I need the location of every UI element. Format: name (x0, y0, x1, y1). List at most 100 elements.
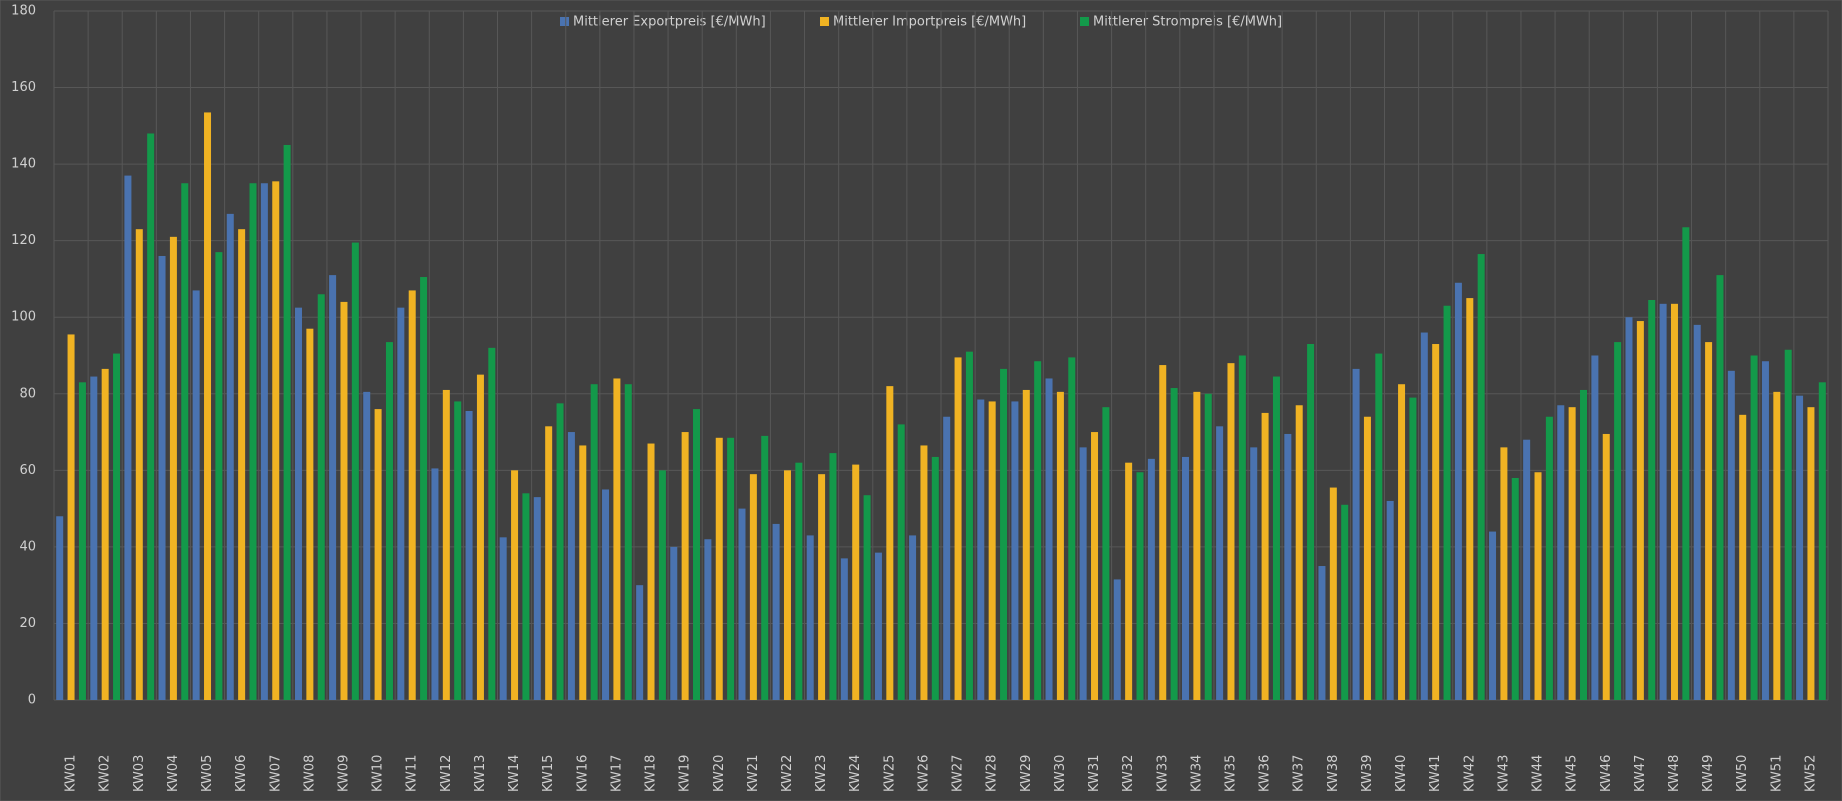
bar (1614, 342, 1622, 700)
bar (147, 133, 155, 700)
bar (1079, 447, 1087, 700)
bar (1159, 365, 1167, 700)
y-tick-label: 20 (19, 616, 36, 631)
bar (1500, 447, 1508, 700)
bar (192, 290, 200, 700)
bar (101, 368, 109, 700)
bar (715, 437, 723, 700)
bar (1170, 388, 1178, 700)
bar (113, 353, 121, 700)
bar (1022, 389, 1030, 700)
x-tick-label: KW51 (1769, 755, 1784, 792)
bar (476, 374, 484, 700)
x-tick-label: KW21 (746, 755, 761, 792)
bar (1318, 566, 1326, 700)
x-tick-label: KW10 (371, 755, 386, 792)
bar (294, 307, 302, 700)
y-tick-label: 120 (11, 233, 36, 248)
bar (590, 384, 598, 700)
bar (204, 112, 212, 701)
bar (306, 328, 314, 700)
bar (1113, 579, 1121, 700)
x-tick-label: KW26 (916, 755, 931, 792)
bar (1136, 472, 1144, 700)
bar (1216, 426, 1224, 700)
x-tick-label: KW45 (1565, 755, 1580, 792)
bar (1545, 416, 1553, 700)
bar (67, 334, 75, 700)
x-tick-label: KW33 (1155, 755, 1170, 792)
x-tick-label: KW11 (405, 755, 420, 792)
bar (943, 416, 951, 700)
bar (727, 437, 735, 700)
bar (749, 474, 757, 700)
bar (1602, 433, 1610, 700)
bar (238, 229, 246, 700)
bar (522, 493, 530, 700)
bar (1250, 447, 1258, 700)
bar (181, 183, 189, 700)
x-tick-label: KW02 (98, 755, 113, 792)
y-tick-label: 0 (28, 693, 36, 708)
bar (1204, 393, 1212, 700)
bar (658, 470, 666, 700)
x-tick-label: KW13 (473, 755, 488, 792)
x-tick-label: KW05 (200, 755, 215, 792)
bar (920, 445, 928, 700)
bar (670, 546, 678, 700)
legend-label: Mittlerer Importpreis [€/MWh] (833, 15, 1026, 30)
bar (465, 411, 473, 700)
bar (329, 275, 337, 700)
x-tick-label: KW44 (1531, 755, 1546, 792)
x-tick-label: KW25 (882, 755, 897, 792)
bar (1227, 363, 1235, 700)
bar (761, 435, 769, 700)
y-tick-label: 180 (11, 4, 36, 19)
bar (602, 489, 610, 700)
x-tick-label: KW01 (64, 755, 79, 792)
bar (135, 229, 143, 700)
x-tick-label: KW31 (1087, 755, 1102, 792)
bar (408, 290, 416, 700)
bar (1807, 407, 1815, 700)
x-tick-label: KW34 (1189, 755, 1204, 792)
legend-label: Mittlerer Strompreis [€/MWh] (1093, 15, 1282, 30)
bar (249, 183, 257, 700)
bar (567, 432, 575, 700)
bar (636, 585, 644, 700)
bar (1705, 342, 1713, 700)
bar (818, 474, 826, 700)
bar (1363, 416, 1371, 700)
bar (579, 445, 587, 700)
x-tick-label: KW15 (541, 755, 556, 792)
bar (1341, 504, 1349, 700)
bar (1636, 321, 1644, 700)
x-tick-label: KW07 (268, 755, 283, 792)
bar (1125, 462, 1133, 700)
bar (977, 399, 985, 700)
bar (1432, 344, 1440, 700)
bar (1659, 303, 1667, 700)
bar (965, 351, 973, 700)
y-tick-label: 160 (11, 80, 36, 95)
bar (499, 537, 507, 700)
x-tick-label: KW08 (302, 755, 317, 792)
bar (1307, 344, 1315, 700)
bar (431, 468, 439, 700)
bar (1147, 458, 1155, 700)
x-tick-label: KW03 (132, 755, 147, 792)
bar (454, 401, 462, 700)
bar (897, 424, 905, 700)
bar (681, 432, 689, 700)
x-tick-label: KW24 (848, 755, 863, 792)
bar (1511, 477, 1519, 700)
y-tick-label: 80 (19, 386, 36, 401)
bar (385, 342, 393, 700)
bar (1011, 401, 1019, 700)
x-tick-label: KW52 (1803, 755, 1818, 792)
bar (1773, 391, 1781, 700)
x-tick-label: KW23 (814, 755, 829, 792)
bar (158, 255, 166, 700)
bar (363, 391, 371, 700)
